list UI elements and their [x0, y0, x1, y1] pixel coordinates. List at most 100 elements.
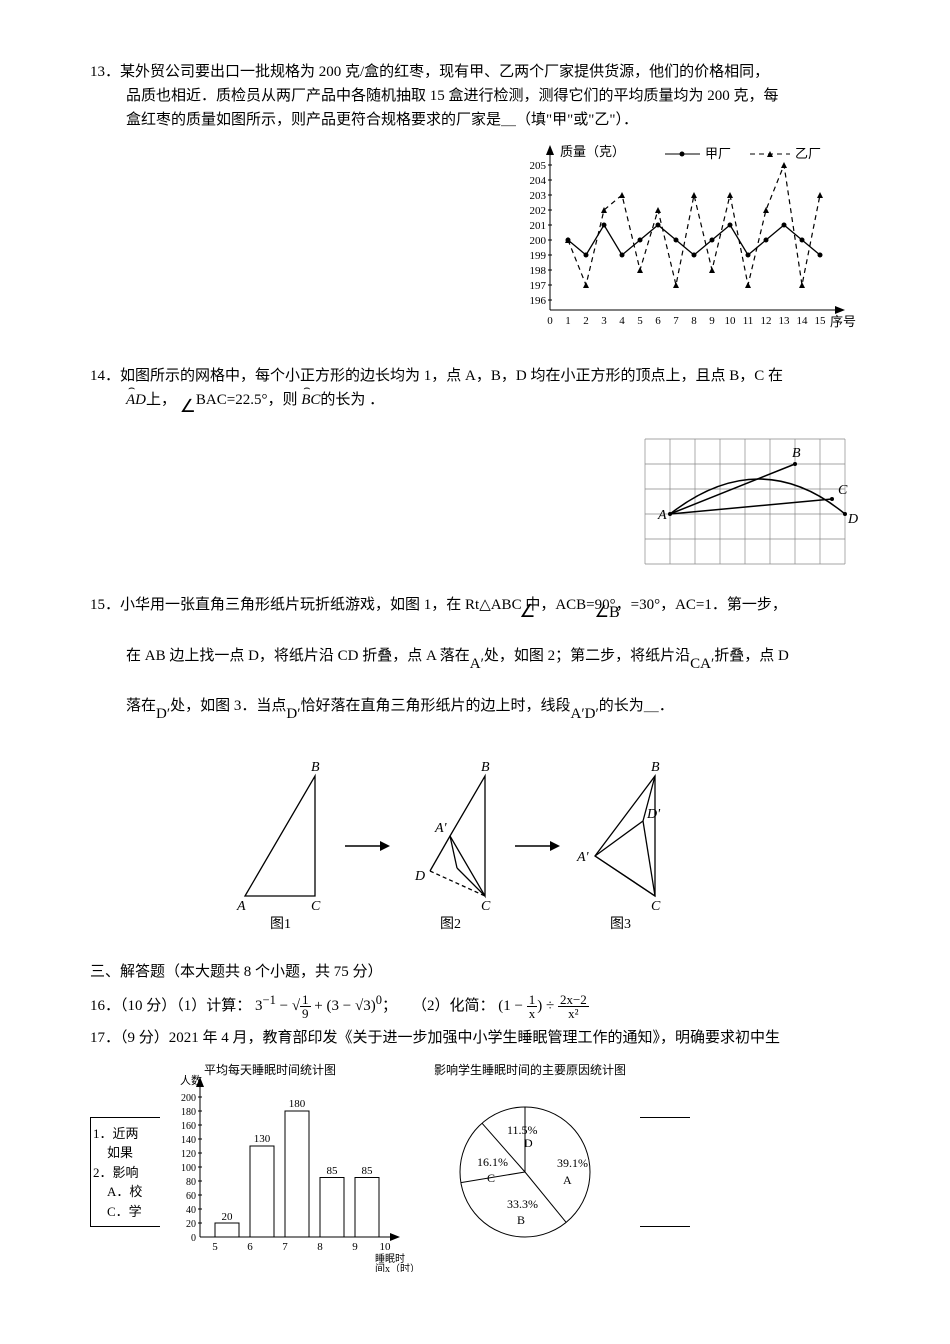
p13-chart: 质量（克） 序号 196 197 198 199 200 201 202 203…: [500, 140, 860, 340]
svg-text:D: D: [414, 869, 425, 884]
problem-16: 16．（10 分）（1）计算： 3−1 − √19 + (3 − √3)0； （…: [90, 990, 860, 1020]
svg-text:9: 9: [709, 315, 715, 327]
p15-num: 15．: [90, 597, 120, 613]
svg-text:A: A: [236, 899, 246, 914]
svg-text:202: 202: [530, 205, 547, 217]
svg-text:3: 3: [601, 315, 607, 327]
problem-17: 17．（9 分）2021 年 4 月，教育部印发《关于进一步加强中小学生睡眠管理…: [90, 1026, 860, 1272]
p14-line2: ⌢ AD 上， ∠BAC=22.5°，则 ⌢ BC 的长为 ．: [90, 388, 860, 421]
svg-text:200: 200: [530, 235, 547, 247]
svg-text:20: 20: [186, 1219, 196, 1230]
svg-text:13: 13: [779, 315, 791, 327]
p17-row: 1．近两 如果 2．影响 A．校 C．学 平均每天睡眠时间统计图 人数 0 20…: [90, 1062, 860, 1272]
svg-text:20: 20: [222, 1211, 234, 1223]
svg-text:100: 100: [181, 1163, 196, 1174]
svg-text:图3: 图3: [610, 917, 631, 932]
p17-pie-chart: 影响学生睡眠时间的主要原因统计图 39.1% A 33.3% B 16.1% C…: [420, 1062, 640, 1262]
svg-text:图2: 图2: [440, 917, 461, 932]
svg-text:8: 8: [691, 315, 697, 327]
problem-14: 14．如图所示的网格中，每个小正方形的边长均为 1，点 A，B，D 均在小正方形…: [90, 364, 860, 569]
svg-text:D: D: [524, 1136, 533, 1150]
svg-text:60: 60: [186, 1191, 196, 1202]
svg-text:0: 0: [547, 315, 553, 327]
svg-text:14: 14: [797, 315, 809, 327]
p15-diagrams: A C B 图1 B C A' D 图2: [225, 756, 725, 936]
p14-figure: A B C D: [90, 429, 860, 569]
svg-text:198: 198: [530, 265, 547, 277]
svg-text:16.1%: 16.1%: [477, 1155, 508, 1169]
x-label: 序号: [830, 314, 856, 329]
problem-15: 15．小华用一张直角三角形纸片玩折纸游戏，如图 1，在 Rt△ABC 中，∠AC…: [90, 593, 860, 936]
p17-textbox: 1．近两 如果 2．影响 A．校 C．学: [90, 1117, 160, 1227]
p13-line2: 品质也相近．质检员从两厂产品中各随机抽取 15 盒进行检测，测得它们的平均质量均…: [90, 84, 860, 108]
svg-text:40: 40: [186, 1205, 196, 1216]
svg-text:6: 6: [247, 1241, 253, 1253]
svg-text:A: A: [657, 508, 667, 523]
svg-text:201: 201: [530, 220, 547, 232]
svg-text:D: D: [847, 512, 858, 527]
svg-text:10: 10: [380, 1241, 392, 1253]
svg-text:5: 5: [212, 1241, 218, 1253]
y-label: 质量（克）: [560, 144, 625, 159]
problem-13: 13．某外贸公司要出口一批规格为 200 克/盒的红枣，现有甲、乙两个厂家提供货…: [90, 60, 860, 340]
p16-num: 16．: [90, 998, 120, 1014]
p17-bar-chart: 平均每天睡眠时间统计图 人数 0 20 40 60 80 100 120 140…: [160, 1062, 420, 1272]
p13-line1: 13．某外贸公司要出口一批规格为 200 克/盒的红枣，现有甲、乙两个厂家提供货…: [90, 60, 860, 84]
svg-text:80: 80: [186, 1177, 196, 1188]
svg-text:160: 160: [181, 1121, 196, 1132]
svg-text:B: B: [792, 446, 801, 461]
svg-text:196: 196: [530, 295, 547, 307]
svg-text:204: 204: [530, 175, 547, 187]
p13-figure: 质量（克） 序号 196 197 198 199 200 201 202 203…: [90, 140, 860, 340]
svg-text:9: 9: [352, 1241, 358, 1253]
svg-text:180: 180: [181, 1107, 196, 1118]
p16-expr1: 3−1 − √19 + (3 − √3)0；: [255, 998, 397, 1014]
svg-text:10: 10: [725, 315, 737, 327]
svg-text:平均每天睡眠时间统计图: 平均每天睡眠时间统计图: [204, 1062, 336, 1077]
p15-line1: 15．小华用一张直角三角形纸片玩折纸游戏，如图 1，在 Rt△ABC 中，∠AC…: [90, 593, 860, 626]
svg-text:B: B: [651, 760, 660, 775]
svg-text:A': A': [576, 850, 590, 865]
svg-text:39.1%: 39.1%: [557, 1156, 588, 1170]
p13-t1: 某外贸公司要出口一批规格为 200 克/盒的红枣，现有甲、乙两个厂家提供货源，他…: [120, 64, 769, 80]
svg-text:甲厂: 甲厂: [705, 146, 731, 161]
svg-text:A': A': [434, 821, 448, 836]
svg-text:人数: 人数: [180, 1074, 202, 1087]
legend: 甲厂 乙厂: [665, 146, 821, 161]
svg-text:乙厂: 乙厂: [795, 146, 821, 161]
svg-text:33.3%: 33.3%: [507, 1197, 538, 1211]
svg-text:7: 7: [282, 1241, 288, 1253]
svg-text:11.5%: 11.5%: [507, 1123, 538, 1137]
svg-text:C: C: [481, 899, 491, 914]
svg-text:85: 85: [362, 1165, 374, 1177]
p15-line3: 落在D′处，如图 3．当点D′恰好落在直角三角形纸片的边上时，线段A′D′的长为…: [90, 694, 860, 726]
svg-text:199: 199: [530, 250, 547, 262]
p17-num: 17．: [90, 1030, 120, 1046]
p14-line1: 14．如图所示的网格中，每个小正方形的边长均为 1，点 A，B，D 均在小正方形…: [90, 364, 860, 388]
svg-text:140: 140: [181, 1135, 196, 1146]
svg-text:200: 200: [181, 1093, 196, 1104]
p16-expr2: (1 − 1x) ÷ 2x−2x²: [498, 998, 589, 1014]
p13-line3: 盒红枣的质量如图所示，则产品更符合规格要求的厂家是＿（填"甲"或"乙"）．: [90, 108, 860, 132]
svg-text:205: 205: [530, 160, 547, 172]
section3-title: 三、解答题（本大题共 8 个小题，共 75 分）: [90, 960, 860, 984]
svg-text:图1: 图1: [270, 917, 291, 932]
svg-text:7: 7: [673, 315, 679, 327]
svg-text:12: 12: [761, 315, 772, 327]
svg-text:0: 0: [191, 1233, 196, 1244]
svg-text:6: 6: [655, 315, 661, 327]
svg-text:203: 203: [530, 190, 547, 202]
svg-text:11: 11: [743, 315, 754, 327]
svg-text:C: C: [311, 899, 321, 914]
p15-line2: 在 AB 边上找一点 D，将纸片沿 CD 折叠，点 A 落在A′处，如图 2；第…: [90, 644, 860, 676]
p15-figure: A C B 图1 B C A' D 图2: [90, 756, 860, 936]
svg-text:C: C: [651, 899, 661, 914]
svg-text:间x（时）: 间x（时）: [375, 1262, 420, 1272]
p17-line1: 17．（9 分）2021 年 4 月，教育部印发《关于进一步加强中小学生睡眠管理…: [90, 1026, 860, 1050]
svg-text:C: C: [487, 1171, 495, 1185]
svg-text:D': D': [646, 807, 661, 822]
svg-text:1: 1: [565, 315, 571, 327]
svg-text:197: 197: [530, 280, 547, 292]
svg-text:15: 15: [815, 315, 827, 327]
svg-text:B: B: [517, 1213, 525, 1227]
